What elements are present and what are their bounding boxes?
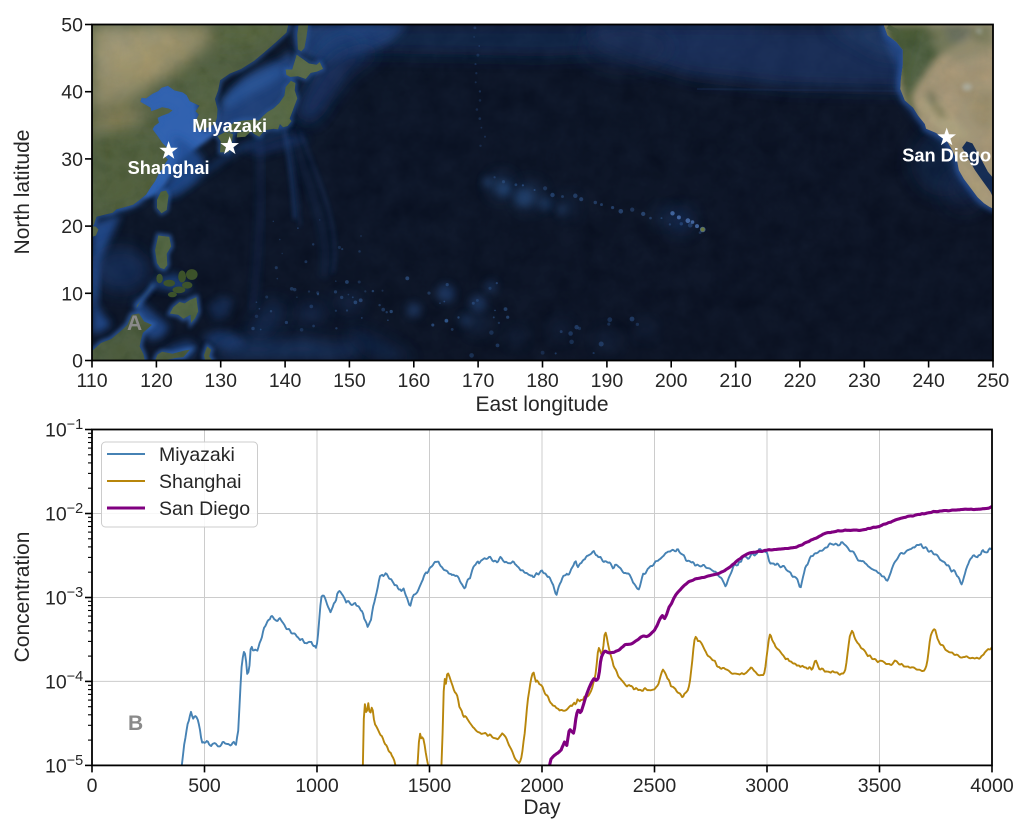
svg-text:10: 10 <box>61 283 83 305</box>
svg-text:10−2: 10−2 <box>45 501 83 526</box>
svg-text:East longitude: East longitude <box>475 393 608 416</box>
svg-text:30: 30 <box>61 149 83 171</box>
svg-text:20: 20 <box>61 216 83 238</box>
svg-text:San Diego: San Diego <box>159 498 250 520</box>
svg-text:0: 0 <box>72 351 83 373</box>
svg-text:North latitude: North latitude <box>11 130 34 255</box>
svg-text:San Diego: San Diego <box>902 145 991 165</box>
svg-text:250: 250 <box>977 370 1010 392</box>
svg-text:1000: 1000 <box>295 775 339 797</box>
svg-text:190: 190 <box>591 370 624 392</box>
svg-text:Miyazaki: Miyazaki <box>159 444 235 466</box>
svg-text:Day: Day <box>523 796 561 819</box>
svg-text:A: A <box>127 312 142 335</box>
svg-text:Shanghai: Shanghai <box>128 158 210 178</box>
svg-text:140: 140 <box>269 370 302 392</box>
svg-text:120: 120 <box>140 370 173 392</box>
svg-text:2500: 2500 <box>633 775 677 797</box>
svg-text:230: 230 <box>848 370 881 392</box>
svg-text:4000: 4000 <box>970 775 1014 797</box>
svg-text:3000: 3000 <box>745 775 789 797</box>
svg-text:110: 110 <box>76 370 107 392</box>
svg-text:B: B <box>128 712 143 735</box>
svg-text:40: 40 <box>61 82 83 104</box>
svg-text:130: 130 <box>204 370 237 392</box>
svg-text:1500: 1500 <box>408 775 452 797</box>
svg-text:500: 500 <box>188 775 221 797</box>
svg-text:Concentration: Concentration <box>11 532 34 663</box>
svg-text:3500: 3500 <box>858 775 902 797</box>
svg-text:210: 210 <box>719 370 752 392</box>
svg-text:50: 50 <box>61 15 83 37</box>
svg-text:2000: 2000 <box>520 775 564 797</box>
svg-text:Miyazaki: Miyazaki <box>192 116 267 136</box>
svg-text:160: 160 <box>398 370 431 392</box>
svg-text:180: 180 <box>526 370 559 392</box>
svg-text:170: 170 <box>462 370 495 392</box>
svg-text:0: 0 <box>87 775 98 797</box>
svg-text:10−4: 10−4 <box>45 669 83 694</box>
svg-text:150: 150 <box>333 370 366 392</box>
svg-text:240: 240 <box>912 370 945 392</box>
svg-text:200: 200 <box>655 370 688 392</box>
svg-text:220: 220 <box>784 370 817 392</box>
svg-text:Shanghai: Shanghai <box>159 471 241 493</box>
